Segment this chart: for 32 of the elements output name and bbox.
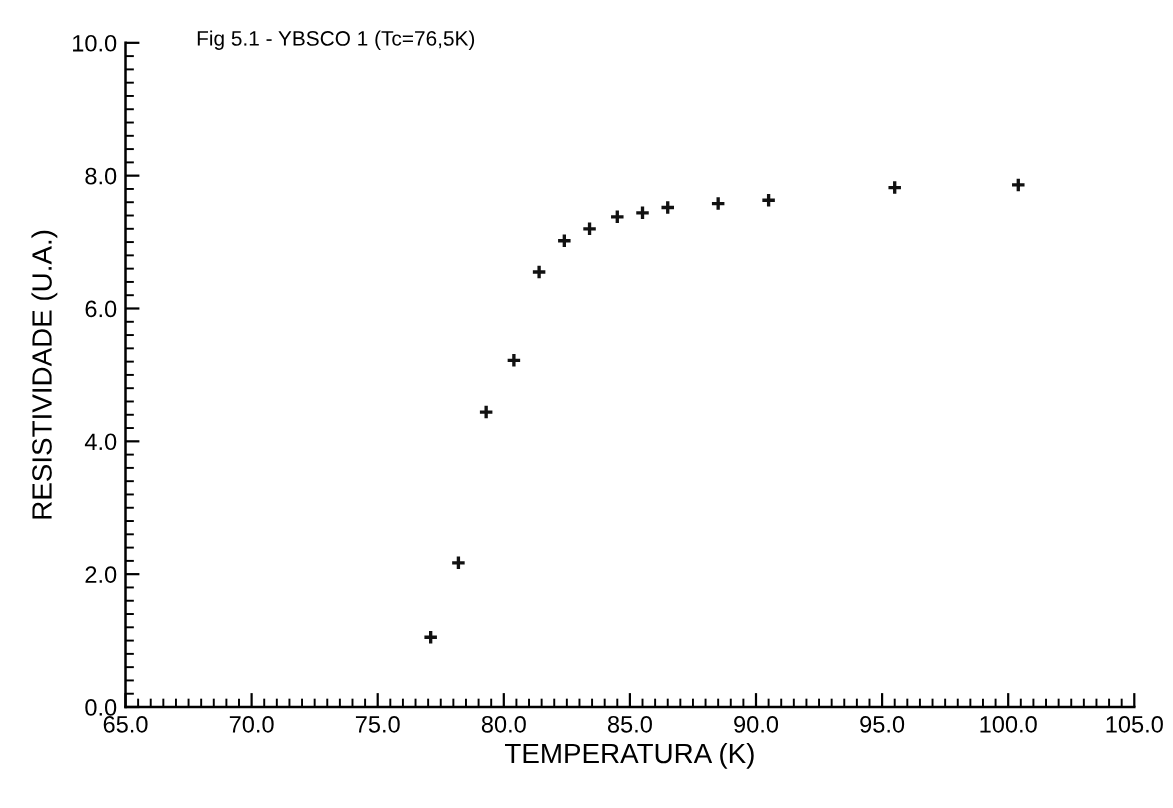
x-tick-label: 75.0	[355, 715, 400, 733]
point	[556, 232, 573, 249]
point	[581, 220, 598, 237]
x-tick-label: 70.0	[229, 715, 274, 733]
chart-title: Fig 5.1 - YBSCO 1 (Tc=76,5K)	[197, 30, 475, 50]
point	[531, 264, 548, 280]
x-tick-label: 90.0	[734, 715, 779, 733]
y-tick-label: 2.0	[85, 566, 117, 583]
point	[450, 554, 467, 571]
point	[422, 629, 439, 646]
y-axis-title: RESISTIVIDADE (U.A.)	[31, 230, 58, 519]
point	[634, 204, 651, 221]
y-tick-label: 4.0	[84, 433, 117, 451]
x-tick-label: 100.0	[980, 715, 1037, 733]
point	[886, 179, 903, 196]
point	[1010, 177, 1027, 193]
y-tick-label: 0.0	[85, 699, 117, 716]
x-tick-label: 80.0	[481, 715, 526, 733]
point	[659, 199, 676, 216]
point	[609, 208, 626, 225]
point	[760, 192, 777, 209]
x-tick-label: 85.0	[607, 715, 652, 733]
x-tick-label: 95.0	[860, 715, 905, 733]
point	[505, 352, 522, 369]
y-tick-label: 10.0	[73, 34, 117, 52]
x-tick-label: 105.0	[1106, 715, 1163, 733]
point	[710, 195, 727, 212]
x-axis-title: TEMPERATURA (K)	[504, 742, 754, 769]
point	[478, 404, 495, 421]
x-tick-label: 65.0	[103, 715, 148, 733]
y-tick-label: 8.0	[85, 167, 117, 185]
y-tick-label: 6.0	[85, 300, 117, 318]
